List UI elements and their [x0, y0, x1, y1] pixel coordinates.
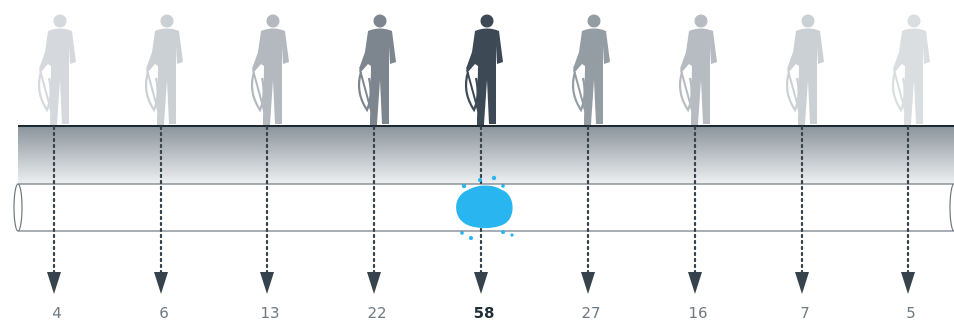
detector-rod: [680, 69, 695, 119]
operator-body: [466, 28, 503, 124]
ground-microphone: [798, 117, 805, 125]
signal-arrow: [260, 125, 274, 294]
operator-silhouette: [891, 14, 930, 125]
detector-cable: [891, 71, 906, 113]
reading-label: 5: [906, 304, 916, 322]
detector-rod: [466, 69, 481, 119]
signal-arrow: [154, 125, 168, 294]
operator-head: [801, 14, 815, 28]
operator-silhouette: [357, 14, 396, 125]
operator-body: [573, 28, 610, 124]
operator-silhouette: [785, 14, 824, 125]
leak-icon: [456, 175, 514, 240]
detector-rod: [787, 69, 802, 119]
operator-head: [266, 14, 280, 28]
leak-droplet: [510, 233, 514, 237]
detector-cable: [678, 71, 693, 113]
operator-silhouette: [464, 14, 503, 125]
operator-body: [39, 28, 76, 124]
operator-body: [252, 28, 289, 124]
reading-label: 22: [367, 304, 386, 322]
signal-arrow: [47, 125, 61, 294]
signal-arrow: [795, 125, 809, 294]
reading-label: 4: [52, 304, 62, 322]
pipe-end-left: [13, 183, 23, 232]
detector-cable: [464, 71, 479, 113]
detector-rod: [573, 69, 588, 119]
leak-droplet: [460, 231, 464, 235]
operator-head: [480, 14, 494, 28]
detector-rod: [252, 69, 267, 119]
operators: [37, 14, 930, 125]
operator-silhouette: [571, 14, 610, 125]
reading-label: 13: [260, 304, 279, 322]
reading-label: 27: [581, 304, 600, 322]
detector-cable: [785, 71, 800, 113]
ground-microphone: [157, 117, 164, 125]
leak-puddle: [456, 185, 513, 229]
operator-head: [907, 14, 921, 28]
reading-label: 7: [800, 304, 810, 322]
ground-microphone: [263, 117, 270, 125]
detector-cable: [37, 71, 52, 113]
ground-microphone: [584, 117, 591, 125]
soil-band: [18, 126, 954, 184]
signal-arrow: [901, 125, 915, 294]
ground-microphone: [691, 117, 698, 125]
signal-arrow: [688, 125, 702, 294]
operator-head: [160, 14, 174, 28]
detector-cable: [250, 71, 265, 113]
readings: 4 6 13 22 58 27 16 7 5: [52, 304, 916, 322]
detector-cable: [357, 71, 372, 113]
operator-body: [359, 28, 396, 124]
pipe-end-right: [949, 183, 954, 232]
reading-label-peak: 58: [474, 304, 495, 322]
detector-cable: [144, 71, 159, 113]
reading-label: 16: [688, 304, 707, 322]
leak-droplet: [478, 178, 482, 182]
operator-body: [680, 28, 717, 124]
leak-droplet: [461, 183, 467, 189]
operator-silhouette: [144, 14, 183, 125]
operator-head: [694, 14, 708, 28]
operator-silhouette: [37, 14, 76, 125]
leak-droplet: [491, 175, 497, 181]
reading-label: 6: [159, 304, 169, 322]
signal-arrow: [367, 125, 381, 294]
operator-silhouette: [250, 14, 289, 125]
operator-silhouette: [678, 14, 717, 125]
operator-head: [53, 14, 67, 28]
detector-cable: [571, 71, 586, 113]
operator-head: [587, 14, 601, 28]
ground-microphone: [477, 117, 484, 125]
operator-body: [787, 28, 824, 124]
signal-arrow: [581, 125, 595, 294]
operator-head: [373, 14, 387, 28]
operator-body: [146, 28, 183, 124]
ground-microphone: [904, 117, 911, 125]
signal-arrows: [47, 125, 915, 294]
detector-rod: [39, 69, 54, 119]
ground-microphone: [50, 117, 57, 125]
operator-body: [893, 28, 930, 124]
leak-droplet: [501, 184, 505, 188]
detector-rod: [146, 69, 161, 119]
detector-rod: [893, 69, 908, 119]
leak-droplet: [501, 230, 505, 234]
leak-droplet: [469, 236, 473, 240]
detector-rod: [359, 69, 374, 119]
ground-microphone: [370, 117, 377, 125]
